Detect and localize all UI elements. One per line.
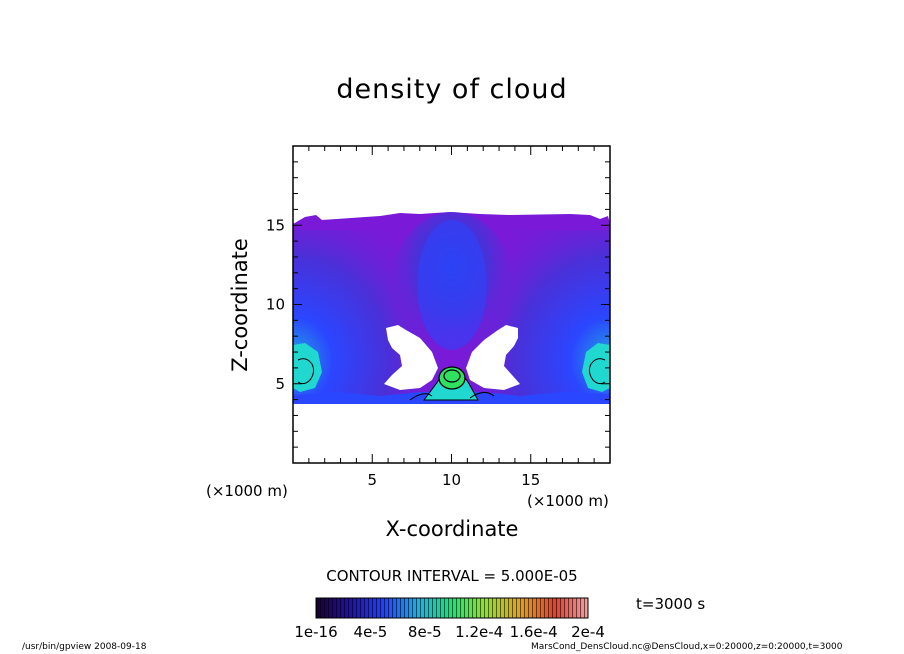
axis-ticks [293,146,610,463]
center-green-inner [443,369,461,383]
x-tick-label: 5 [367,471,377,489]
time-label: t=3000 s [636,595,706,613]
x-axis-unit-right: (×1000 m) [527,492,609,510]
contour-line-left [297,358,315,385]
colorbar-tick-label: 1e-16 [294,623,338,641]
footer-right: MarsCond_DensCloud.nc@DensCloud,x=0:2000… [531,642,843,652]
colorbar-tick-labels: 1e-16 4e-5 8e-5 1.2e-4 1.6e-4 2e-4 [291,623,611,643]
colorbar-tick-label: 2e-4 [571,623,605,641]
x-axis-label: X-coordinate [385,517,519,541]
colorbar-frame [315,597,589,619]
central-plume-core [417,220,487,350]
heatmap-field [293,212,610,404]
colorbar-hatch [316,598,588,618]
colorbar-tick-label: 1.6e-4 [509,623,558,641]
contour-line-right [588,358,606,385]
y-tick-label: 5 [275,375,285,393]
contour-interval-label: CONTOUR INTERVAL = 5.000E-05 [326,567,578,585]
colorbar-tick-label: 8e-5 [407,623,442,641]
right-void [466,325,520,390]
axis-tick-labels: 5 10 15 5 10 15 [266,216,540,489]
y-tick-label: 10 [266,296,285,314]
y-tick-label: 15 [266,216,285,234]
right-cyan-patch [582,343,610,392]
x-tick-label: 10 [442,471,461,489]
contour-line-center [409,392,495,401]
left-cyan-patch [293,343,322,392]
left-void [384,325,438,390]
footer-left: /usr/bin/gpview 2008-09-18 [22,642,147,652]
colorbar-tick-label: 4e-5 [353,623,388,641]
x-axis-unit-left: (×1000 m) [206,482,288,500]
colorbar-tick-label: 1.2e-4 [455,623,504,641]
x-tick-label: 15 [521,471,540,489]
chart-title: density of cloud [336,74,568,105]
